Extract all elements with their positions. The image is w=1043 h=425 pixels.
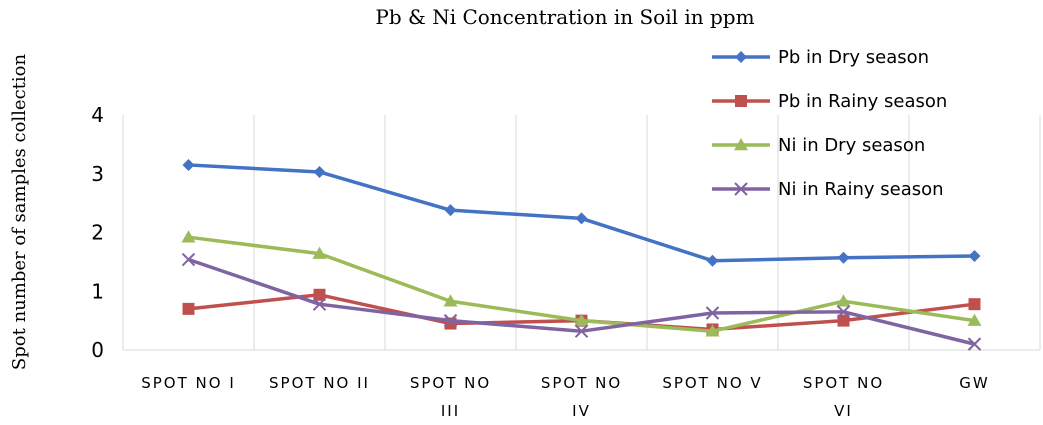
data-point-series-3 xyxy=(705,324,720,337)
y-axis-label: Spot number of samples collection xyxy=(9,54,30,371)
y-tick-label: 1 xyxy=(91,279,104,303)
data-point-series-4 xyxy=(181,252,196,267)
plot-area: 0 1 2 3 4 SPOT NO I SPOT NO II SPOT NO III SPOT N… xyxy=(91,103,1041,420)
data-point-series-2 xyxy=(837,314,850,327)
data-point-series-3 xyxy=(574,313,589,326)
x-tick-label: GW xyxy=(959,374,989,392)
data-point-series-4 xyxy=(312,297,327,311)
x-tick-label: SPOT NO VI xyxy=(803,374,884,420)
chart-title: Pb & Ni Concentration in Soil in ppm xyxy=(375,5,754,29)
legend: Pb in Dry season Pb in Rainy season Ni in … xyxy=(712,47,947,200)
data-point-series-1 xyxy=(313,165,326,178)
y-tick-label: 3 xyxy=(91,162,104,186)
x-tick-label: SPOT NO I xyxy=(141,374,236,392)
x-tick-label: SPOT NO II xyxy=(269,374,370,392)
data-point-series-4 xyxy=(705,306,720,320)
x-tick-label: SPOT NO V xyxy=(662,374,762,392)
legend-label: Ni in Rainy season xyxy=(778,179,944,200)
legend-label: Ni in Dry season xyxy=(778,135,925,156)
data-point-series-2 xyxy=(968,298,981,311)
data-point-series-2 xyxy=(182,302,195,315)
data-point-series-1 xyxy=(182,158,195,171)
data-point-series-1 xyxy=(706,254,719,267)
data-point-series-3 xyxy=(312,246,327,259)
legend-label: Pb in Rainy season xyxy=(778,91,947,112)
data-point-series-2 xyxy=(313,288,326,301)
legend-marker xyxy=(735,51,747,63)
data-point-series-3 xyxy=(181,230,196,243)
legend-marker xyxy=(735,95,747,107)
data-point-series-3 xyxy=(836,294,851,307)
y-tick-label: 2 xyxy=(91,221,104,245)
data-point-series-4 xyxy=(443,313,458,328)
data-point-series-3 xyxy=(967,313,982,326)
legend-marker xyxy=(734,138,748,151)
data-point-series-1 xyxy=(444,204,457,217)
y-tick-label: 0 xyxy=(91,338,104,362)
data-point-series-4 xyxy=(836,305,851,319)
legend-label: Pb in Dry season xyxy=(778,47,929,68)
x-tick-label: SPOT NO IV xyxy=(541,374,622,420)
data-point-series-1 xyxy=(837,251,850,264)
data-point-series-4 xyxy=(967,337,982,351)
x-tick-label: SPOT NO III xyxy=(410,374,491,420)
y-tick-label: 4 xyxy=(91,103,104,127)
data-point-series-1 xyxy=(575,212,588,225)
data-point-series-1 xyxy=(968,250,981,262)
data-point-series-4 xyxy=(574,324,589,338)
legend-marker xyxy=(734,182,748,196)
data-point-series-3 xyxy=(443,294,458,307)
